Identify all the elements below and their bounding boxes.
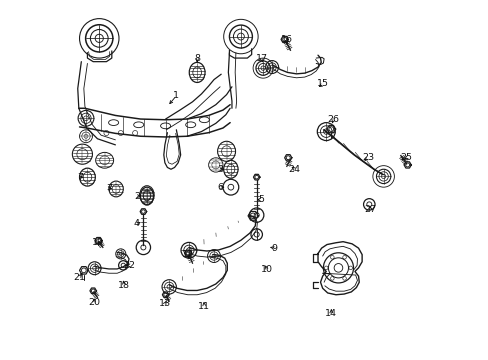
Text: 22: 22 bbox=[123, 261, 135, 270]
Text: 20: 20 bbox=[88, 298, 100, 307]
Text: 12: 12 bbox=[182, 250, 193, 259]
Text: 19: 19 bbox=[91, 238, 103, 247]
Text: 3: 3 bbox=[217, 165, 223, 174]
Text: 1: 1 bbox=[173, 91, 179, 100]
Text: 5: 5 bbox=[258, 195, 264, 204]
Text: 6: 6 bbox=[217, 183, 223, 192]
Text: 15: 15 bbox=[317, 80, 329, 89]
Text: 26: 26 bbox=[327, 115, 339, 124]
Text: 18: 18 bbox=[118, 281, 130, 290]
Text: 4: 4 bbox=[134, 219, 140, 228]
Text: 25: 25 bbox=[400, 153, 412, 162]
Text: 14: 14 bbox=[325, 309, 337, 318]
Text: 8: 8 bbox=[194, 54, 200, 63]
Text: 7: 7 bbox=[106, 184, 112, 193]
Text: 9: 9 bbox=[270, 244, 276, 253]
Text: 13: 13 bbox=[159, 299, 171, 308]
Text: 2: 2 bbox=[134, 192, 140, 201]
Text: 27: 27 bbox=[364, 205, 376, 214]
Text: 23: 23 bbox=[362, 153, 373, 162]
Text: 16: 16 bbox=[280, 35, 292, 44]
Text: 24: 24 bbox=[288, 165, 300, 174]
Text: 11: 11 bbox=[198, 302, 210, 311]
Text: 21: 21 bbox=[73, 273, 84, 282]
Text: 17: 17 bbox=[255, 54, 267, 63]
Text: 7: 7 bbox=[77, 173, 83, 182]
Text: 10: 10 bbox=[260, 265, 272, 274]
